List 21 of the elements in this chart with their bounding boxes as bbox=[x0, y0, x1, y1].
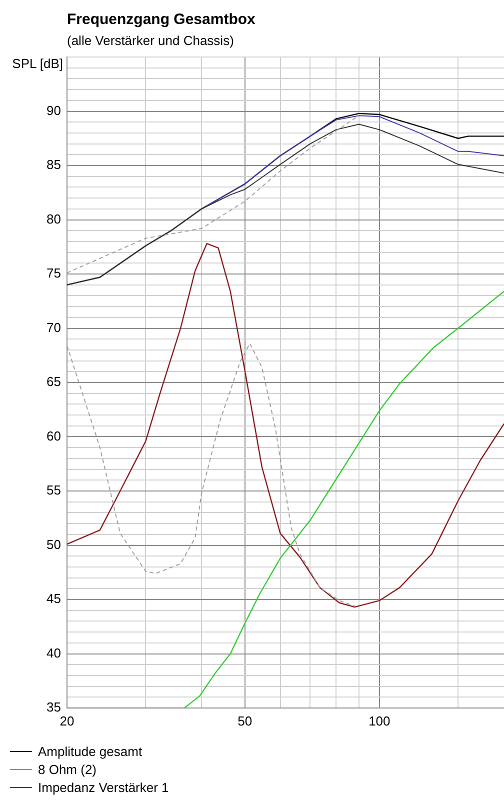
y-tick-label: 75 bbox=[46, 266, 61, 281]
y-tick-label: 85 bbox=[46, 157, 61, 172]
y-tick-label: 55 bbox=[46, 482, 61, 498]
x-tick-label: 100 bbox=[368, 713, 390, 728]
legend-label: 8 Ohm (2) bbox=[38, 762, 97, 776]
y-tick-label: 70 bbox=[46, 320, 61, 335]
y-tick-label: 50 bbox=[46, 536, 61, 552]
y-tick-label: 35 bbox=[46, 700, 61, 715]
chart-subtitle: (alle Verstärker und Chassis) bbox=[67, 33, 234, 48]
x-tick-label: 50 bbox=[238, 713, 252, 728]
y-tick-label: 90 bbox=[46, 102, 61, 118]
legend-label: Amplitude gesamt bbox=[38, 744, 142, 758]
y-tick-label: 60 bbox=[46, 428, 61, 444]
x-tick-label: 20 bbox=[60, 713, 74, 728]
y-tick-label: 65 bbox=[46, 374, 61, 390]
y-tick-label: 80 bbox=[46, 211, 61, 226]
chart-title: Frequenzgang Gesamtbox bbox=[67, 11, 256, 28]
y-axis-title: SPL [dB] bbox=[12, 56, 63, 71]
legend-label: Impedanz Verstärker 1 bbox=[38, 780, 169, 794]
y-tick-label: 40 bbox=[46, 645, 61, 660]
y-tick-label: 45 bbox=[46, 591, 61, 606]
